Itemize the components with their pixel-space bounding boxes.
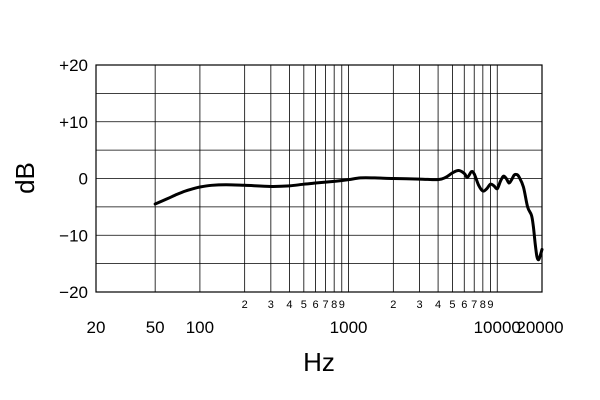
x-minor-tick-label: 8: [480, 299, 486, 311]
y-tick-label: +20: [59, 56, 88, 75]
x-minor-tick-label: 9: [487, 299, 493, 311]
response-curve: [153, 169, 544, 262]
y-tick-label: −10: [59, 226, 88, 245]
x-minor-tick-label: 7: [471, 299, 477, 311]
x-tick-label: 10000: [474, 318, 521, 337]
x-minor-tick-label: 3: [268, 299, 274, 311]
x-minor-tick-label: 9: [339, 299, 345, 311]
x-tick-label: 20: [87, 318, 106, 337]
x-tick-label: 50: [146, 318, 165, 337]
x-tick-label: 100: [186, 318, 214, 337]
y-tick-label: 0: [79, 170, 88, 189]
x-minor-tick-label: 5: [449, 299, 455, 311]
x-minor-tick-label: 5: [301, 299, 307, 311]
curve-layer: [153, 169, 544, 262]
plot-frame: [95, 64, 543, 293]
x-axis-title: Hz: [303, 347, 335, 377]
x-minor-tick-label: 3: [416, 299, 422, 311]
x-minor-tick-label: 6: [313, 299, 319, 311]
x-tick-label: 1000: [330, 318, 368, 337]
x-minor-tick-label: 4: [286, 299, 292, 311]
x-minor-tick-label: 6: [461, 299, 467, 311]
x-minor-tick-label: 4: [435, 299, 441, 311]
y-tick-label: +10: [59, 113, 88, 132]
x-minor-tick-label: 2: [242, 299, 248, 311]
x-minor-tick-label: 7: [322, 299, 328, 311]
x-tick-label: 20000: [516, 318, 563, 337]
x-minor-tick-label: 2: [390, 299, 396, 311]
x-minor-tick-label: 8: [331, 299, 337, 311]
y-tick-label: −20: [59, 283, 88, 302]
y-axis-title: dB: [10, 162, 40, 194]
